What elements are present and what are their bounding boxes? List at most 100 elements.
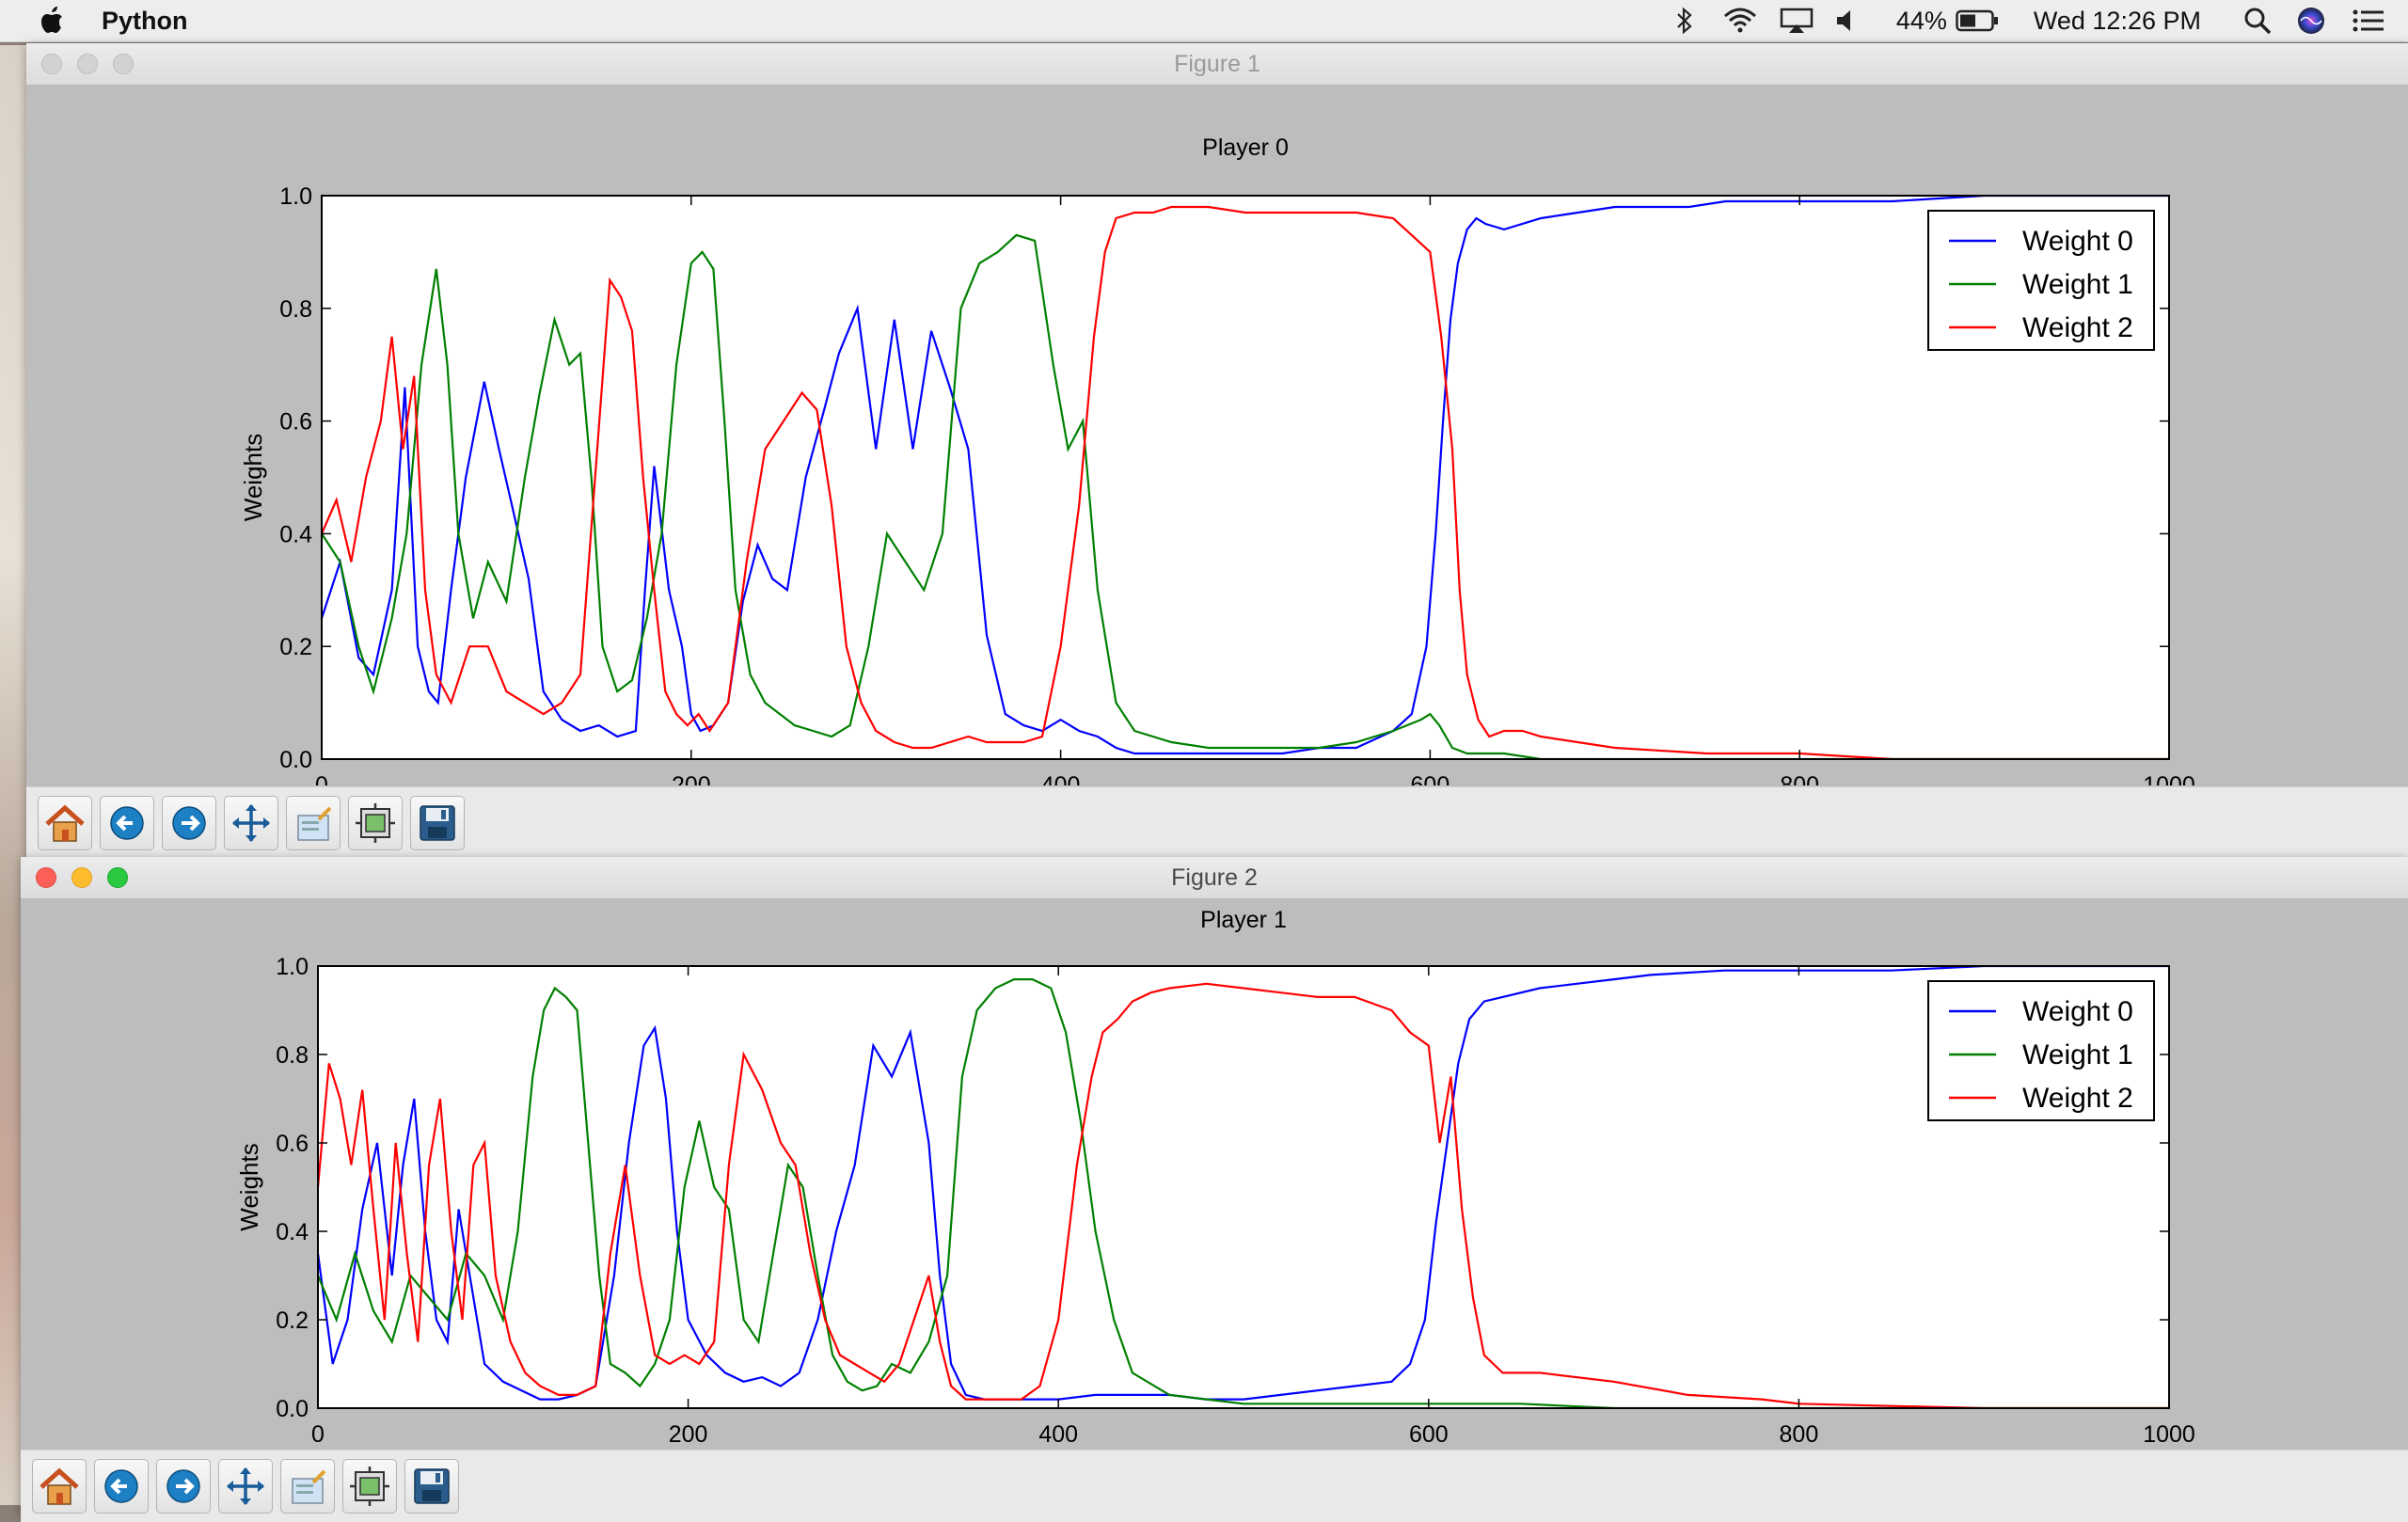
window-titlebar[interactable]: Figure 2 (21, 857, 2408, 899)
window-title: Figure 1 (1174, 50, 1260, 77)
x-tick-label: 0 (315, 772, 328, 785)
y-tick-label: 0.4 (279, 521, 312, 547)
back-button[interactable] (94, 1459, 149, 1514)
app-name-menu[interactable]: Python (102, 6, 188, 35)
legend-entry: Weight 1 (2022, 1039, 2133, 1070)
legend-entry: Weight 0 (2022, 226, 2133, 257)
series-line-weight-2 (318, 982, 2169, 1408)
x-tick-label: 400 (1038, 1421, 1078, 1448)
close-button[interactable] (41, 54, 62, 74)
legend-entry: Weight 0 (2022, 996, 2133, 1027)
figure-toolbar (26, 786, 2408, 859)
home-button[interactable] (32, 1459, 87, 1514)
window-titlebar[interactable]: Figure 1 (26, 43, 2408, 86)
back-arrow-icon (110, 806, 144, 840)
menu-bar: Python 44% Wed 12:26 PM (0, 0, 2408, 42)
plot-area (318, 966, 2169, 1408)
y-tick-label: 0.6 (276, 1131, 309, 1157)
home-button[interactable] (38, 796, 92, 850)
series-line-weight-1 (318, 977, 2169, 1408)
series-line-weight-0 (318, 966, 2169, 1401)
y-tick-label: 0.0 (279, 747, 312, 773)
x-tick-label: 200 (672, 772, 711, 785)
legend: Weight 0 Weight 1 Weight 2 (1927, 210, 2155, 351)
y-tick-label: 0.2 (276, 1308, 309, 1334)
zoom-button[interactable] (280, 1459, 335, 1514)
plot-canvas[interactable]: Player 1 0 200 400 600 800 1000 0.0 0.2 0.4 0.6 0.8… (21, 899, 2408, 1449)
pan-button[interactable] (224, 796, 278, 850)
home-icon (40, 1467, 79, 1505)
x-tick-label: 600 (1409, 1421, 1449, 1448)
save-button[interactable] (410, 796, 465, 850)
pan-icon (232, 804, 270, 842)
legend-entry: Weight 1 (2022, 269, 2133, 300)
y-tick-label: 0.8 (279, 296, 312, 323)
x-tick-label: 1000 (2143, 1421, 2195, 1448)
legend-entry: Weight 2 (2022, 312, 2133, 343)
plot-frame (321, 195, 2170, 760)
y-axis-label: Weights (235, 1143, 263, 1230)
x-tick-label: 600 (1411, 772, 1450, 785)
wifi-icon[interactable] (1719, 6, 1761, 36)
window-title: Figure 2 (1171, 864, 1258, 891)
save-icon (420, 805, 455, 841)
x-tick-label: 800 (1780, 772, 1819, 785)
pan-button[interactable] (218, 1459, 273, 1514)
volume-icon[interactable] (1832, 6, 1861, 36)
zoom-window-button[interactable] (113, 54, 134, 74)
zoom-button[interactable] (286, 796, 341, 850)
siri-icon[interactable] (2295, 6, 2327, 36)
y-tick-label: 1.0 (276, 954, 309, 980)
figure-1-window: Figure 1 Player 0 0 200 400 600 800 1000 0.0 0.2… (26, 43, 2408, 859)
minimize-button[interactable] (71, 867, 92, 888)
chart-title: Player 1 (1200, 907, 1287, 933)
series-line-weight-2 (322, 205, 2169, 759)
spotlight-icon[interactable] (2242, 6, 2273, 36)
x-tick-label: 400 (1041, 772, 1081, 785)
airplay-icon[interactable] (1778, 6, 1815, 36)
forward-button[interactable] (156, 1459, 211, 1514)
apple-icon[interactable] (38, 5, 70, 37)
back-button[interactable] (100, 796, 154, 850)
bluetooth-icon[interactable] (1671, 6, 1699, 36)
series-line-weight-1 (322, 233, 2169, 759)
subplots-icon (350, 1467, 389, 1506)
forward-arrow-icon (172, 806, 206, 840)
chart-title: Player 0 (1202, 135, 1289, 161)
y-tick-label: 0.2 (279, 634, 312, 660)
subplots-button[interactable] (348, 796, 403, 850)
plot-canvas[interactable]: Player 0 0 200 400 600 800 1000 0.0 0.2 0.4 0.6 0.8… (26, 86, 2408, 785)
home-icon (45, 804, 85, 842)
y-axis-label: Weights (239, 434, 267, 521)
zoom-window-button[interactable] (107, 867, 128, 888)
battery-percent: 44% (1895, 6, 1947, 35)
forward-arrow-icon (166, 1469, 200, 1503)
y-tick-label: 0.0 (276, 1396, 309, 1422)
zoom-rect-icon (292, 1469, 326, 1504)
legend-box (1927, 210, 2155, 351)
save-button[interactable] (404, 1459, 459, 1514)
notification-center-icon[interactable] (2350, 6, 2387, 36)
subplots-icon (356, 803, 395, 843)
minimize-button[interactable] (77, 54, 98, 74)
x-tick-label: 200 (669, 1421, 708, 1448)
y-tick-label: 1.0 (279, 183, 312, 210)
y-tick-label: 0.8 (276, 1042, 309, 1069)
subplots-button[interactable] (342, 1459, 397, 1514)
battery-icon[interactable] (1955, 6, 2000, 36)
zoom-rect-icon (297, 806, 332, 841)
pan-icon (227, 1467, 264, 1505)
close-button[interactable] (36, 867, 56, 888)
y-tick-label: 0.4 (276, 1219, 309, 1245)
back-arrow-icon (104, 1469, 138, 1503)
x-tick-label: 800 (1780, 1421, 1819, 1448)
plot-area (322, 196, 2169, 759)
plot-frame (317, 965, 2170, 1409)
forward-button[interactable] (162, 796, 216, 850)
figure-2-window: Figure 2 Player 1 0 200 400 600 800 1000 0.0 0.2… (21, 857, 2408, 1522)
menubar-clock[interactable]: Wed 12:26 PM (2033, 6, 2201, 35)
x-tick-label: 1000 (2143, 772, 2195, 785)
save-icon (414, 1468, 450, 1504)
figure-toolbar (21, 1450, 2408, 1522)
legend: Weight 0 Weight 1 Weight 2 (1927, 980, 2155, 1121)
